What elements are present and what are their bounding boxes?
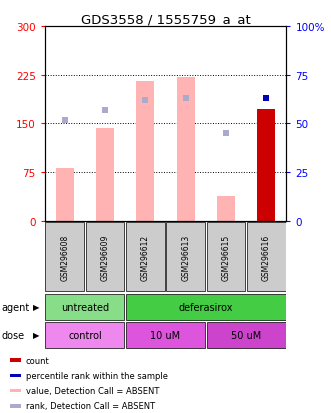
Bar: [10, 404, 21, 408]
Text: count: count: [26, 356, 50, 365]
Text: percentile rank within the sample: percentile rank within the sample: [26, 371, 168, 380]
Text: GSM296608: GSM296608: [60, 234, 69, 280]
Bar: [136, 82, 155, 221]
FancyBboxPatch shape: [247, 223, 286, 292]
Text: rank, Detection Call = ABSENT: rank, Detection Call = ABSENT: [26, 401, 155, 411]
Text: GSM296615: GSM296615: [221, 234, 230, 280]
FancyBboxPatch shape: [126, 322, 205, 348]
Bar: [96, 128, 114, 221]
FancyBboxPatch shape: [207, 322, 286, 348]
Bar: [56, 168, 74, 221]
Text: agent: agent: [2, 302, 30, 312]
Text: ▶: ▶: [33, 331, 40, 339]
Text: 10 uM: 10 uM: [150, 330, 181, 340]
Text: GSM296609: GSM296609: [101, 234, 110, 280]
Bar: [10, 374, 21, 377]
FancyBboxPatch shape: [45, 294, 124, 320]
Bar: [10, 358, 21, 362]
Bar: [176, 77, 195, 221]
Text: deferasirox: deferasirox: [178, 302, 233, 312]
FancyBboxPatch shape: [86, 223, 124, 292]
Bar: [217, 197, 235, 221]
Text: control: control: [68, 330, 102, 340]
FancyBboxPatch shape: [126, 294, 286, 320]
Text: untreated: untreated: [61, 302, 109, 312]
Text: value, Detection Call = ABSENT: value, Detection Call = ABSENT: [26, 386, 159, 395]
Text: ▶: ▶: [33, 303, 40, 312]
FancyBboxPatch shape: [207, 223, 245, 292]
Text: dose: dose: [2, 330, 25, 340]
Text: 50 uM: 50 uM: [231, 330, 261, 340]
FancyBboxPatch shape: [126, 223, 165, 292]
Bar: [257, 110, 275, 221]
Title: GDS3558 / 1555759_a_at: GDS3558 / 1555759_a_at: [81, 13, 250, 26]
Text: GSM296612: GSM296612: [141, 234, 150, 280]
FancyBboxPatch shape: [45, 223, 84, 292]
FancyBboxPatch shape: [166, 223, 205, 292]
Text: GSM296613: GSM296613: [181, 234, 190, 280]
Text: GSM296616: GSM296616: [262, 234, 271, 280]
Bar: [10, 389, 21, 392]
FancyBboxPatch shape: [45, 322, 124, 348]
